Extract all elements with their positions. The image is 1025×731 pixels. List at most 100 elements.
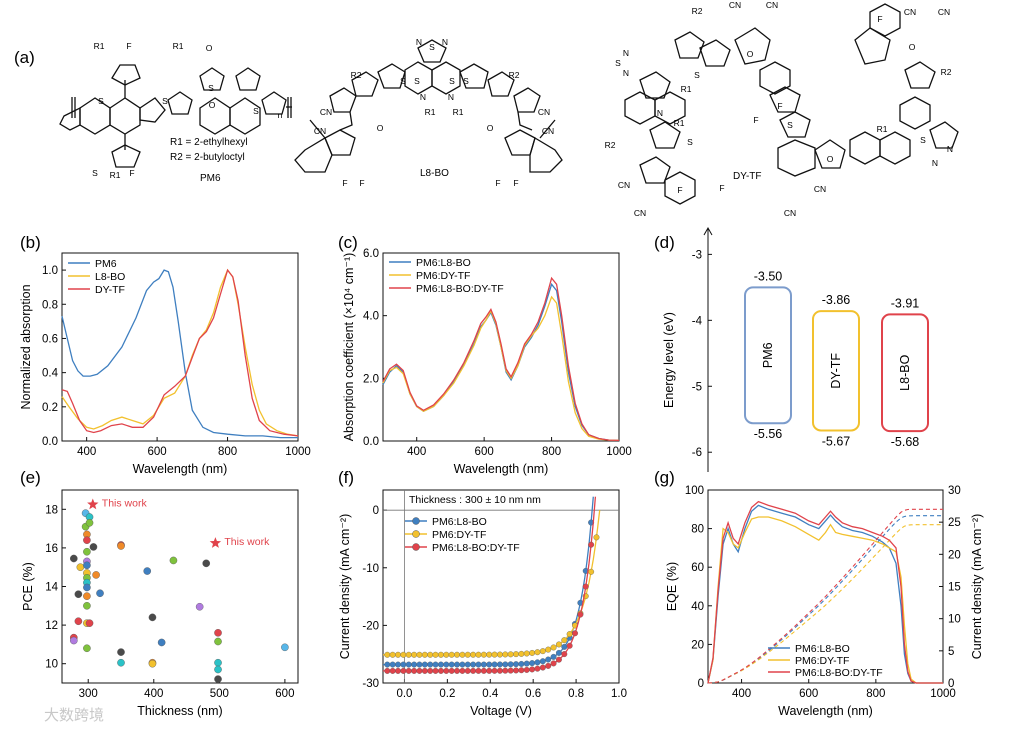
atom-label: S — [449, 76, 455, 86]
y-tick-label: -3 — [692, 249, 702, 261]
atom-label: F — [753, 115, 758, 125]
jv-marker — [572, 630, 578, 637]
atom-label: R1 — [674, 118, 685, 128]
y-tick-label: 1.0 — [42, 265, 58, 277]
energy-level-box — [744, 286, 792, 425]
data-point — [143, 567, 152, 575]
jv-marker — [395, 661, 401, 668]
atom-label: N — [448, 92, 454, 102]
atom-label: F — [126, 41, 131, 51]
jv-marker — [523, 660, 530, 667]
x-tick-label: 600 — [148, 446, 167, 458]
jv-marker — [432, 651, 439, 658]
jv-marker — [502, 661, 509, 668]
atom-label: O — [827, 154, 834, 164]
atom-label: CN — [314, 126, 326, 136]
y-tick-label: 100 — [685, 485, 704, 497]
atom-label: R2 — [351, 70, 362, 80]
jv-marker — [588, 541, 595, 548]
data-point — [74, 590, 83, 599]
chart-f-frame — [382, 489, 620, 684]
data-point — [214, 665, 222, 674]
jv-marker — [448, 667, 455, 674]
energy-level-box — [812, 310, 860, 432]
atom-label: F — [777, 101, 782, 111]
pm6-substituent-r1: R1 = 2-ethylhexyl — [170, 137, 248, 148]
data-point — [85, 619, 94, 627]
jv-marker — [437, 667, 444, 674]
pm6-structure — [59, 64, 292, 168]
jv-marker — [464, 661, 471, 668]
pm6-substituent-r2: R2 = 2-butyloctyl — [170, 152, 245, 163]
data-point — [214, 658, 222, 667]
jv-marker — [550, 653, 557, 660]
atom-label: O — [206, 43, 213, 53]
x-tick-label: 400 — [144, 688, 163, 700]
y2-tick-label: 20 — [948, 549, 961, 561]
atom-label: S — [787, 120, 793, 130]
y-tick-label: -5 — [692, 381, 702, 393]
jv-marker — [518, 650, 525, 657]
jv-marker — [555, 641, 562, 648]
x-axis-title: Wavelength (nm) — [454, 462, 549, 476]
legend-label: PM6:L8-BO — [795, 643, 850, 655]
jv-marker — [491, 667, 498, 674]
this-work-label: This work — [224, 536, 270, 548]
atom-label: N — [657, 108, 663, 118]
jv-marker — [416, 661, 423, 668]
jv-marker — [443, 661, 450, 668]
x-tick-label: 800 — [542, 446, 561, 458]
y-tick-label: -20 — [362, 620, 379, 632]
y-tick-label: 0 — [698, 678, 704, 690]
jv-marker — [459, 651, 466, 658]
data-point — [157, 638, 166, 647]
atom-label: S — [400, 76, 406, 86]
atom-label: N — [947, 144, 953, 154]
y-axis-title: PCE (%) — [21, 562, 35, 611]
dytf-name: DY-TF — [733, 171, 762, 182]
jv-marker — [405, 661, 412, 668]
data-point — [89, 543, 98, 551]
x-tick-label: 0.2 — [439, 688, 455, 700]
data-point — [169, 556, 178, 565]
atom-label: N — [420, 92, 426, 102]
x-tick-label: 1.0 — [611, 688, 627, 700]
jv-marker — [507, 661, 514, 668]
jv-marker — [389, 667, 396, 674]
y-tick-label: 16 — [45, 543, 58, 555]
y-tick-label: 0.8 — [42, 299, 58, 311]
jv-marker — [480, 661, 487, 668]
dytf-structure — [624, 3, 959, 205]
atom-label: R1 — [681, 84, 692, 94]
this-work-star — [87, 498, 99, 510]
legend-label: PM6:L8-BO — [432, 516, 487, 528]
jv-marker — [545, 656, 552, 663]
jv-marker — [566, 631, 573, 638]
watermark: 大数跨境 — [44, 706, 104, 724]
lumo-value: -3.50 — [754, 269, 783, 283]
chart-e: 300 400 500 600 10 12 14 16 18 Thickness (nm) PCE … — [21, 489, 299, 718]
y-tick-label: 20 — [691, 639, 704, 651]
jv-marker — [545, 646, 552, 653]
jv-marker — [507, 667, 514, 674]
atom-label: S — [615, 58, 621, 68]
atom-label: S — [687, 137, 693, 147]
data-point — [85, 519, 94, 527]
jv-marker — [389, 651, 396, 658]
y-tick-label: -4 — [692, 315, 703, 327]
legend-label: PM6:DY-TF — [795, 655, 849, 667]
panel-b-label: (b) — [20, 233, 41, 252]
atom-label: S — [920, 135, 926, 145]
y2-tick-label: 30 — [948, 485, 961, 497]
y-tick-label: 18 — [45, 504, 58, 516]
atom-label: R1 — [453, 107, 464, 117]
jv-marker — [486, 667, 493, 674]
atom-label: S — [162, 96, 168, 106]
atom-label: F — [495, 178, 500, 188]
x-axis-title: Wavelength (nm) — [778, 704, 873, 718]
legend-marker — [412, 543, 420, 551]
data-point — [70, 636, 78, 645]
jv-marker — [400, 661, 407, 668]
jv-marker — [443, 667, 450, 674]
jv-marker — [421, 661, 428, 668]
